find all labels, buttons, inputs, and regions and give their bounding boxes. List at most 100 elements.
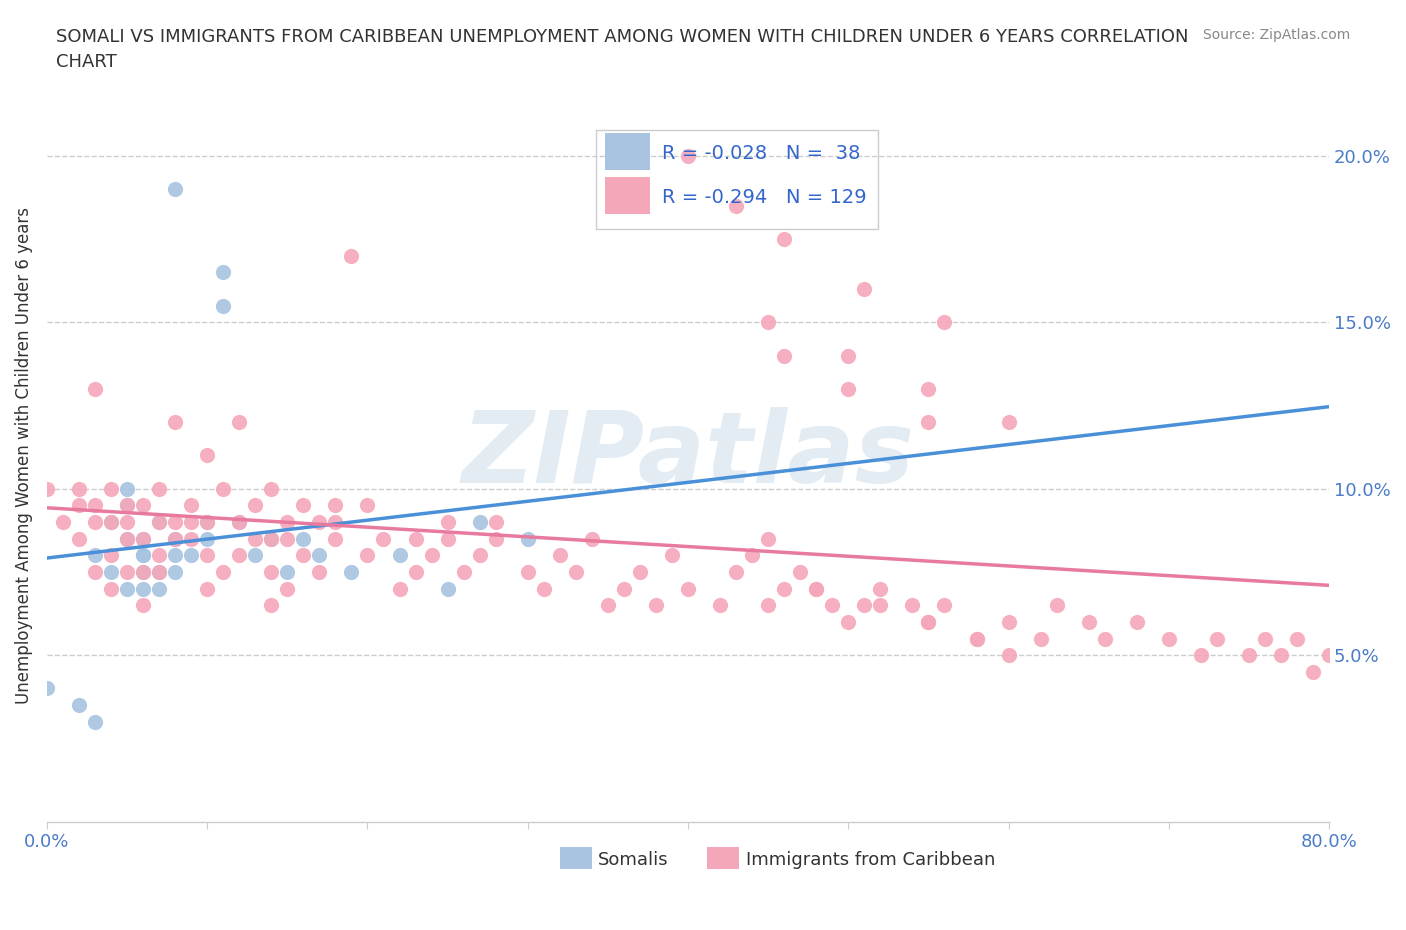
Point: [1286, 631, 1309, 646]
Point: [195, 548, 218, 563]
Point: [628, 565, 651, 579]
Point: [84, 548, 107, 563]
Point: [565, 565, 588, 579]
Point: [115, 565, 138, 579]
Point: [212, 265, 235, 280]
Point: [1206, 631, 1229, 646]
Point: [741, 548, 763, 563]
Point: [853, 282, 876, 297]
Point: [436, 581, 458, 596]
Point: [165, 531, 187, 546]
Point: [837, 348, 859, 363]
Point: [132, 498, 155, 512]
Point: [966, 631, 988, 646]
Point: [165, 514, 187, 529]
Point: [997, 615, 1019, 630]
Point: [132, 531, 155, 546]
Point: [100, 581, 122, 596]
Point: [917, 381, 939, 396]
Point: [148, 548, 170, 563]
Point: [148, 482, 170, 497]
Text: Immigrants from Caribbean: Immigrants from Caribbean: [745, 851, 995, 870]
Point: [67, 482, 90, 497]
Point: [260, 565, 283, 579]
Point: [1254, 631, 1277, 646]
FancyBboxPatch shape: [605, 178, 650, 214]
Point: [837, 381, 859, 396]
Point: [756, 598, 779, 613]
Y-axis label: Unemployment Among Women with Children Under 6 years: Unemployment Among Women with Children U…: [15, 207, 32, 704]
Point: [165, 181, 187, 196]
Point: [180, 548, 202, 563]
Point: [613, 581, 636, 596]
Point: [420, 548, 443, 563]
Point: [709, 598, 731, 613]
Point: [84, 565, 107, 579]
Point: [115, 498, 138, 512]
Text: R = -0.028   N =  38: R = -0.028 N = 38: [662, 143, 860, 163]
Point: [1029, 631, 1052, 646]
Point: [228, 514, 250, 529]
Point: [676, 581, 699, 596]
Point: [436, 531, 458, 546]
Point: [100, 565, 122, 579]
Point: [645, 598, 668, 613]
FancyBboxPatch shape: [707, 847, 740, 870]
Point: [325, 498, 347, 512]
Point: [340, 248, 363, 263]
Text: ZIPatlas: ZIPatlas: [461, 407, 914, 504]
Point: [308, 565, 330, 579]
Point: [837, 615, 859, 630]
Point: [35, 681, 58, 696]
Point: [468, 548, 491, 563]
Point: [228, 415, 250, 430]
Point: [516, 531, 538, 546]
Point: [212, 299, 235, 313]
Point: [212, 482, 235, 497]
Point: [773, 348, 796, 363]
Point: [180, 514, 202, 529]
Point: [997, 415, 1019, 430]
Point: [52, 514, 75, 529]
Point: [388, 581, 411, 596]
Point: [725, 198, 748, 213]
Point: [1077, 615, 1099, 630]
Point: [276, 565, 298, 579]
Point: [180, 531, 202, 546]
Point: [773, 581, 796, 596]
Point: [245, 498, 267, 512]
Point: [468, 514, 491, 529]
Point: [1317, 647, 1340, 662]
Point: [260, 598, 283, 613]
Point: [276, 581, 298, 596]
Point: [308, 514, 330, 529]
Point: [485, 514, 508, 529]
Point: [1237, 647, 1260, 662]
Point: [67, 498, 90, 512]
Point: [132, 598, 155, 613]
Point: [115, 531, 138, 546]
Point: [917, 615, 939, 630]
Point: [260, 531, 283, 546]
Point: [165, 565, 187, 579]
Point: [228, 514, 250, 529]
Point: [373, 531, 395, 546]
Point: [115, 531, 138, 546]
Point: [245, 548, 267, 563]
Point: [356, 498, 378, 512]
Point: [132, 548, 155, 563]
Point: [84, 381, 107, 396]
Point: [869, 598, 891, 613]
Point: [115, 514, 138, 529]
Point: [581, 531, 603, 546]
FancyBboxPatch shape: [605, 133, 650, 170]
Point: [388, 548, 411, 563]
Point: [869, 581, 891, 596]
Point: [100, 548, 122, 563]
Point: [1157, 631, 1180, 646]
Point: [148, 565, 170, 579]
Point: [806, 581, 828, 596]
Point: [485, 531, 508, 546]
Point: [195, 514, 218, 529]
Point: [165, 415, 187, 430]
